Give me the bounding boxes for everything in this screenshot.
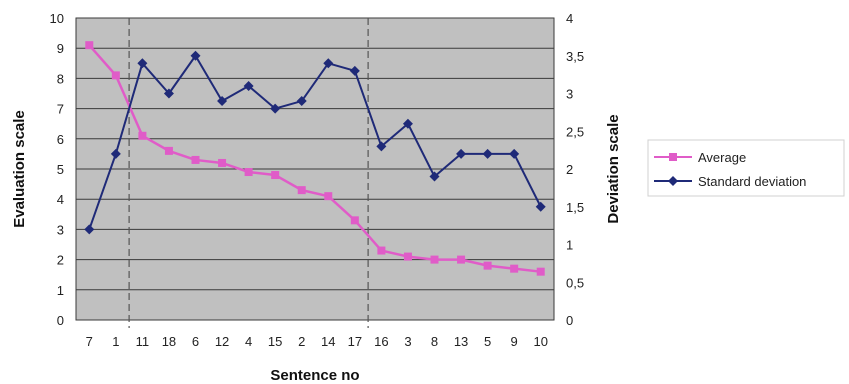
legend-std-marker bbox=[668, 176, 678, 186]
left-tick-label: 8 bbox=[57, 71, 64, 86]
right-tick-label: 0 bbox=[566, 313, 573, 328]
standard-deviation-point bbox=[110, 148, 121, 159]
left-tick-label: 2 bbox=[57, 253, 64, 268]
average-point bbox=[350, 216, 359, 225]
x-tick-label: 14 bbox=[321, 334, 335, 349]
right-tick-label: 1 bbox=[566, 238, 573, 253]
legend-average-marker bbox=[669, 153, 677, 161]
x-tick-label: 9 bbox=[511, 334, 518, 349]
legend-std-label: Standard deviation bbox=[698, 174, 806, 189]
average-point bbox=[510, 264, 519, 273]
x-tick-label: 8 bbox=[431, 334, 438, 349]
standard-deviation-point bbox=[217, 96, 228, 107]
standard-deviation-point bbox=[509, 148, 520, 159]
right-tick-label: 0,5 bbox=[566, 275, 584, 290]
x-tick-label: 11 bbox=[136, 334, 150, 349]
average-point bbox=[430, 255, 439, 264]
legend-box bbox=[647, 139, 845, 197]
left-tick-label: 7 bbox=[57, 102, 64, 117]
x-tick-label: 17 bbox=[348, 334, 362, 349]
average-point bbox=[111, 71, 120, 80]
x-tick-label: 15 bbox=[268, 334, 282, 349]
average-point bbox=[218, 158, 227, 167]
left-tick-label: 5 bbox=[57, 162, 64, 177]
left-axis-title: Evaluation scale bbox=[11, 110, 28, 228]
left-axis: 0 1 2 3 4 5 6 7 8 9 10 bbox=[50, 11, 64, 328]
right-tick-label: 1,5 bbox=[566, 200, 584, 215]
right-tick-label: 2,5 bbox=[566, 124, 584, 139]
standard-deviation-point bbox=[402, 118, 413, 129]
right-axis: 0 0,5 1 1,5 2 2,5 3 3,5 4 bbox=[566, 11, 584, 328]
standard-deviation-point bbox=[456, 148, 467, 159]
left-tick-label: 9 bbox=[57, 41, 64, 56]
average-point bbox=[536, 267, 545, 276]
left-tick-label: 1 bbox=[57, 283, 64, 298]
dividers bbox=[128, 18, 369, 328]
x-tick-label: 4 bbox=[245, 334, 252, 349]
x-tick-label: 12 bbox=[215, 334, 229, 349]
right-tick-label: 2 bbox=[566, 162, 573, 177]
standard-deviation-point bbox=[163, 88, 174, 99]
x-tick-label: 18 bbox=[162, 334, 176, 349]
right-tick-label: 4 bbox=[566, 11, 573, 26]
right-tick-label: 3 bbox=[566, 87, 573, 102]
average-point bbox=[85, 41, 94, 50]
average-point bbox=[297, 186, 306, 195]
average-point bbox=[164, 146, 173, 155]
x-tick-label: 6 bbox=[192, 334, 199, 349]
left-tick-label: 0 bbox=[57, 313, 64, 328]
average-point bbox=[457, 255, 466, 264]
standard-deviation-point bbox=[137, 58, 148, 69]
standard-deviation-point bbox=[296, 96, 307, 107]
left-tick-label: 10 bbox=[50, 11, 64, 26]
standard-deviation-point bbox=[190, 50, 201, 61]
x-tick-label: 5 bbox=[484, 334, 491, 349]
series-layer bbox=[84, 41, 546, 276]
average-point bbox=[483, 261, 492, 270]
x-axis-title: Sentence no bbox=[270, 367, 359, 384]
standard-deviation-point bbox=[429, 171, 440, 182]
left-tick-label: 6 bbox=[57, 132, 64, 147]
x-tick-label: 10 bbox=[533, 334, 547, 349]
right-axis-title: Deviation scale bbox=[605, 114, 622, 223]
standard-deviation-point bbox=[243, 80, 254, 91]
standard-deviation-point bbox=[84, 224, 95, 235]
plot-border bbox=[75, 17, 555, 321]
average-point bbox=[324, 192, 333, 201]
left-tick-label: 3 bbox=[57, 222, 64, 237]
standard-deviation-point bbox=[376, 141, 387, 152]
x-tick-label: 16 bbox=[374, 334, 388, 349]
right-tick-label: 3,5 bbox=[566, 49, 584, 64]
average-point bbox=[138, 131, 147, 140]
legend: Average Standard deviation bbox=[647, 139, 845, 197]
x-tick-label: 13 bbox=[454, 334, 468, 349]
average-point bbox=[403, 252, 412, 261]
standard-deviation-point bbox=[349, 65, 360, 76]
average-line bbox=[88, 44, 541, 273]
left-tick-label: 4 bbox=[57, 192, 64, 207]
x-tick-label: 2 bbox=[298, 334, 305, 349]
average-point bbox=[191, 155, 200, 164]
standard-deviation-point bbox=[482, 148, 493, 159]
legend-average-label: Average bbox=[698, 150, 746, 165]
average-point bbox=[271, 171, 280, 180]
average-point bbox=[244, 168, 253, 177]
x-tick-label: 7 bbox=[86, 334, 93, 349]
x-tick-label: 1 bbox=[112, 334, 119, 349]
x-axis: 7 1 11 18 6 12 4 15 2 14 17 16 3 8 13 5 9 10 bbox=[86, 334, 548, 349]
standard-deviation-point bbox=[270, 103, 281, 114]
standard-deviation-point bbox=[535, 201, 546, 212]
x-tick-label: 3 bbox=[404, 334, 411, 349]
average-point bbox=[377, 246, 386, 255]
standard-deviation-point bbox=[323, 58, 334, 69]
